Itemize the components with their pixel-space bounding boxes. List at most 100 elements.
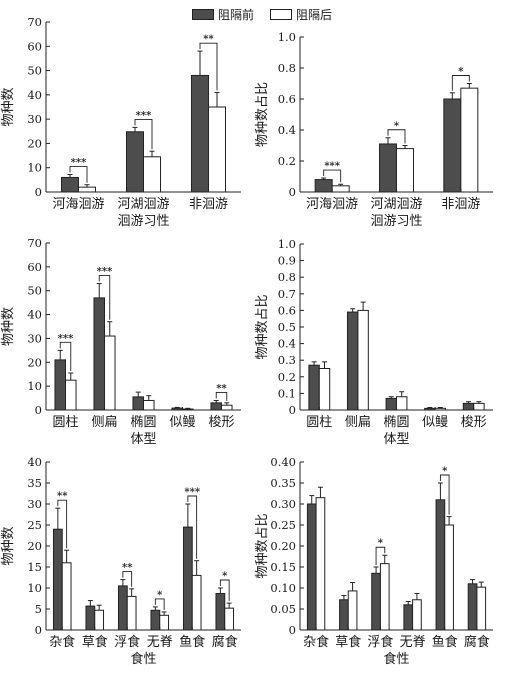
bar-before [346,311,359,411]
bar-after [347,590,358,631]
y-tick-label: 30 [27,331,42,345]
bar-before [150,609,161,631]
y-axis-title: 物种数 [1,526,16,565]
significance-label: *** [97,267,113,278]
bar-after [104,335,116,411]
bar-before [132,396,145,411]
y-tick-label: 0.25 [270,518,296,532]
bar-after [224,607,235,631]
significance-label: *** [184,487,200,498]
y-tick-label: 40 [27,308,42,322]
significance-bracket [199,42,218,91]
y-tick-label: 5 [35,602,42,616]
significance-label: ** [57,491,68,502]
x-tick-label: 侧扁 [91,415,117,430]
y-tick-label: 0.1 [278,386,296,400]
significance-bracket [387,129,406,144]
bar-after [126,595,137,631]
bar-before [385,397,398,411]
x-axis-title: 体型 [383,432,409,447]
y-axis-title: 物种数 [1,307,16,346]
y-tick-label: 0.35 [270,476,296,490]
significance-label: *** [324,161,340,172]
y-tick-label: 0 [35,623,42,637]
legend-swatch-after [270,9,293,20]
bar-after [476,586,487,631]
x-tick-label: 似鳗 [422,415,448,430]
bar-before [215,592,226,631]
bar-after [191,574,202,631]
y-tick-label: 0.6 [278,303,296,317]
significance-bracket [59,341,72,372]
bar-before [379,143,397,193]
chart-panel-mig-count: 0 10 20 30 40 50 60 70 物种数 *** 河海洄游 *** 河湖洄游 ** 非洄游洄游习… [1,15,241,229]
x-tick-label: 鱼食 [432,634,458,650]
y-tick-label: 0.8 [278,61,296,75]
significance-bracket [122,571,133,587]
y-tick-label: 0.10 [270,581,296,595]
legend-label-before: 阻隔前 [218,8,255,22]
y-tick-label: 0.6 [278,92,296,106]
significance-bracket [375,546,386,565]
significance-bracket [323,169,342,183]
y-tick-label: 0.2 [278,154,296,168]
bar-after [61,562,72,631]
x-axis-title: 体型 [130,432,156,447]
y-tick-label: 0.30 [270,497,296,511]
bar-after [315,497,326,631]
x-tick-label: 浮食 [367,634,393,650]
bar-before [308,364,320,411]
y-tick-label: 0.4 [278,123,296,137]
x-tick-label: 鱼食 [179,634,205,650]
x-tick-label: 梭形 [208,414,234,430]
bar-after [65,379,77,411]
bar-before [314,179,333,193]
bar-before [126,131,144,193]
x-tick-label: 草食 [82,634,108,650]
y-tick-label: 35 [27,476,42,490]
x-tick-label: 梭形 [461,414,487,430]
bar-before [182,526,193,631]
y-axis-title: 物种数占比 [255,294,270,359]
bar-after [434,407,447,411]
x-tick-label: 无脊 [147,635,173,650]
y-tick-label: 20 [27,136,42,150]
bar-before [210,402,223,411]
bar-after [444,524,454,631]
y-tick-label: 0.15 [270,560,296,574]
bar-after [208,106,226,193]
y-axis-title: 物种数 [1,87,16,126]
y-tick-label: 0 [35,403,42,417]
bar-after [473,402,485,411]
y-tick-label: 10 [27,581,42,595]
bar-after [412,599,422,631]
x-tick-label: 非洄游 [441,197,480,212]
y-tick-label: 0.05 [270,602,296,616]
bar-before [54,359,67,411]
y-tick-label: 20 [27,539,42,553]
chart-panel-diet-ratio: 0 0.05 0.10 0.15 0.20 0.25 0.30 0.35 0.40 物种数占比杂食… [255,455,493,667]
y-tick-label: 40 [27,455,42,469]
legend-swatch-before [192,9,214,20]
significance-bracket [451,75,470,91]
bar-after [78,186,96,193]
significance-label: * [458,67,464,78]
bar-after [396,396,408,411]
y-tick-label: 70 [27,15,42,29]
significance-label: * [394,121,400,132]
y-tick-label: 0.8 [278,270,296,284]
x-tick-label: 非洄游 [189,197,228,212]
bar-after [143,156,161,193]
y-tick-label: 0.20 [270,539,296,553]
x-tick-label: 圆柱 [306,415,332,430]
legend-item-before: 阻隔前 [192,6,254,23]
y-tick-label: 1.0 [278,30,296,44]
bar-after [159,614,170,631]
y-tick-label: 30 [27,112,42,126]
bar-before [467,583,478,631]
x-axis-title: 食性 [130,651,156,667]
bar-after [331,185,350,193]
y-tick-label: 50 [27,284,42,298]
significance-bracket [187,495,198,559]
